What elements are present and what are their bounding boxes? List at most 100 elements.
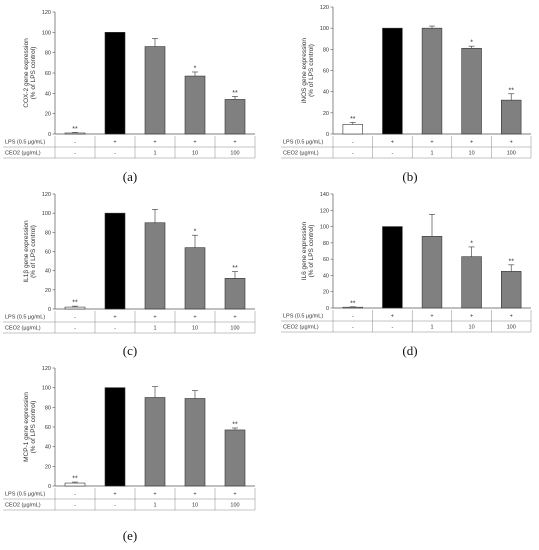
table-cell: 10 xyxy=(469,325,475,331)
table-row-label: CEO2 (µg/mL) xyxy=(283,151,319,157)
table-cell: 100 xyxy=(507,325,516,331)
bar xyxy=(64,132,86,135)
y-tick-label: 20 xyxy=(323,290,329,296)
table-row-label: LPS (0.5 µg/mL) xyxy=(283,140,323,146)
y-tick-label: 100 xyxy=(320,26,329,32)
y-tick-label: 100 xyxy=(42,211,51,217)
bar xyxy=(382,27,403,135)
y-tick-label: 0 xyxy=(48,132,51,138)
table-cell: + xyxy=(470,140,473,146)
y-tick-label: 20 xyxy=(45,288,51,294)
table-cell: - xyxy=(74,492,76,498)
table-cell: + xyxy=(193,140,196,146)
significance-marker: * xyxy=(194,229,197,236)
y-tick-label: 0 xyxy=(326,306,329,312)
y-tick-label: 60 xyxy=(323,69,329,75)
table-row-label: LPS (0.5 µg/mL) xyxy=(5,315,45,321)
bar xyxy=(144,397,166,487)
table-row-label: CEO2 (µg/mL) xyxy=(5,151,41,157)
table-cell: + xyxy=(113,140,116,146)
table-cell: - xyxy=(114,326,116,332)
table-cell: + xyxy=(113,315,116,321)
bar xyxy=(461,256,482,309)
table-cell: 1 xyxy=(430,325,433,331)
significance-marker: ** xyxy=(232,265,238,272)
table-cell: + xyxy=(153,140,156,146)
bar xyxy=(421,27,443,135)
table-row-label: CEO2 (µg/mL) xyxy=(5,503,41,509)
y-axis-title: MCP-1 gene expression xyxy=(23,392,30,462)
y-tick-label: 100 xyxy=(320,225,329,231)
table-cell: 100 xyxy=(230,503,239,509)
bar xyxy=(104,387,126,487)
significance-marker: * xyxy=(470,240,473,247)
y-tick-label: 40 xyxy=(45,91,51,97)
y-tick-label: 140 xyxy=(320,192,329,198)
table-cell: 100 xyxy=(230,326,239,332)
significance-marker: * xyxy=(194,65,197,72)
y-axis-title: (% of LPS control) xyxy=(308,44,315,97)
table-cell: + xyxy=(510,140,513,146)
y-tick-label: 120 xyxy=(320,208,329,214)
y-axis-title: (% of LPS control) xyxy=(308,225,315,278)
table-cell: + xyxy=(233,492,236,498)
y-tick-label: 60 xyxy=(45,71,51,77)
bar xyxy=(421,236,443,309)
bar xyxy=(64,482,86,487)
significance-marker: ** xyxy=(72,126,78,133)
table-cell: + xyxy=(391,314,394,320)
y-tick-label: 80 xyxy=(45,230,51,236)
y-tick-label: 120 xyxy=(320,5,329,11)
bar xyxy=(144,222,166,310)
table-cell: - xyxy=(74,503,76,509)
bar xyxy=(224,278,246,310)
chart-panel: 0 20 40 60 80 100 120 iNOS gene expression (% of… xyxy=(281,5,532,184)
table-cell: - xyxy=(391,325,393,331)
significance-marker: ** xyxy=(350,300,356,307)
y-tick-label: 20 xyxy=(45,464,51,470)
table-row-label: LPS (0.5 µg/mL) xyxy=(283,314,323,320)
y-axis-title: (% of LPS control) xyxy=(30,47,37,100)
chart-panel: 0 20 40 60 80 100 120 COX-2 gene expression (% o… xyxy=(3,10,256,184)
y-tick-label: 0 xyxy=(48,484,51,490)
y-tick-label: 0 xyxy=(48,307,51,313)
y-tick-label: 80 xyxy=(323,241,329,247)
table-cell: - xyxy=(114,503,116,509)
table-cell: + xyxy=(233,140,236,146)
chart-panel: 0 20 40 60 80 100 120 IL1β gene expression (% of… xyxy=(3,192,256,358)
y-tick-label: 120 xyxy=(42,192,51,198)
table-cell: - xyxy=(352,325,354,331)
table-row-label: CEO2 (µg/mL) xyxy=(5,326,41,332)
table-cell: - xyxy=(74,315,76,321)
table-cell: 100 xyxy=(507,151,516,157)
bar xyxy=(104,32,126,135)
bar xyxy=(144,46,166,135)
significance-marker: ** xyxy=(232,421,238,428)
y-axis-title: COX-2 gene expression xyxy=(23,38,30,108)
y-axis-title: (% of LPS control) xyxy=(30,401,37,454)
chart-panel: 0 20 40 60 80 100 120 MCP-1 gene expression (% o… xyxy=(3,366,256,543)
y-axis-title: IL1β gene expression xyxy=(23,220,30,283)
bar xyxy=(224,99,246,135)
y-tick-label: 120 xyxy=(42,10,51,16)
table-row-label: CEO2 (µg/mL) xyxy=(283,325,319,331)
bar xyxy=(184,247,206,310)
table-cell: 100 xyxy=(230,151,239,157)
y-axis-title: (% of LPS control) xyxy=(30,225,37,278)
table-cell: 1 xyxy=(430,151,433,157)
y-tick-label: 80 xyxy=(323,47,329,53)
table-cell: - xyxy=(114,151,116,157)
table-cell: - xyxy=(74,140,76,146)
table-row-label: LPS (0.5 µg/mL) xyxy=(5,492,45,498)
y-tick-label: 60 xyxy=(45,250,51,256)
table-cell: - xyxy=(352,314,354,320)
table-cell: 1 xyxy=(153,151,156,157)
table-cell: 10 xyxy=(192,503,198,509)
y-tick-label: 80 xyxy=(45,51,51,57)
bar xyxy=(461,47,482,135)
significance-marker: ** xyxy=(350,116,356,123)
table-cell: + xyxy=(510,314,513,320)
y-tick-label: 60 xyxy=(323,257,329,263)
table-cell: + xyxy=(391,140,394,146)
